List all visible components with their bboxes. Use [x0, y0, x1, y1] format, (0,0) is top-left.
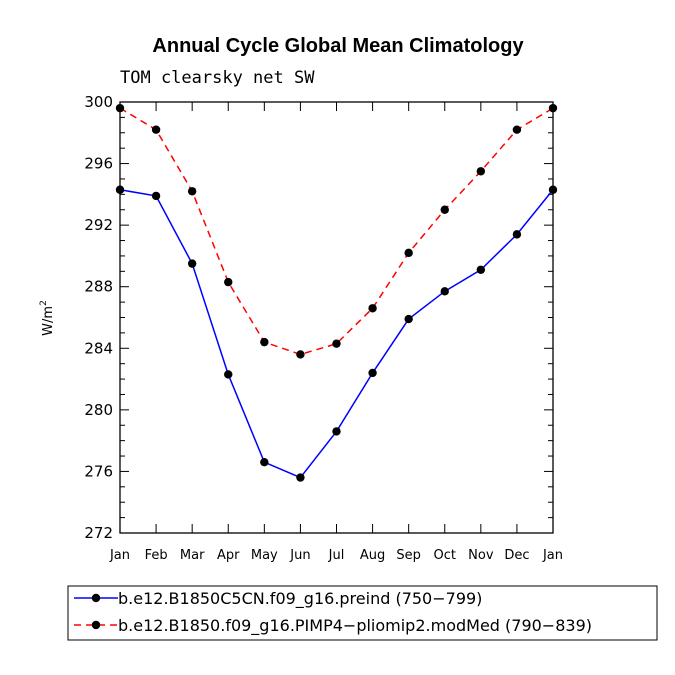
x-tick-label: Mar — [180, 548, 205, 563]
x-tick-label: Sep — [396, 548, 421, 563]
series-1-point — [296, 473, 305, 482]
legend-frame — [67, 585, 658, 641]
x-tick-label: Jul — [328, 548, 345, 563]
legend-swatch-marker-2 — [91, 620, 101, 630]
plot-frame — [119, 101, 554, 534]
series-1-point — [332, 427, 341, 436]
x-tick-label: Jun — [289, 548, 310, 563]
y-axis-label-unit: W/m — [41, 306, 56, 336]
legend-label-1: b.e12.B1850C5CN.f09_g16.preind (750−799) — [118, 589, 482, 609]
series-1-point — [260, 457, 269, 467]
chart-title: Annual Cycle Global Mean Climatology — [152, 35, 524, 57]
series-2-point — [404, 248, 413, 258]
series-1-point — [476, 265, 486, 274]
series-1-point — [404, 314, 413, 324]
x-tick-label: Apr — [217, 548, 240, 563]
x-tick-label: Dec — [504, 548, 529, 563]
y-tick-label: 272 — [84, 524, 113, 542]
series-2-point — [440, 205, 449, 214]
series-line-2 — [119, 107, 554, 356]
series-2-point — [296, 350, 305, 359]
x-tick-label: Nov — [468, 548, 494, 563]
x-tick-label: Jan — [109, 548, 130, 563]
series-2-point — [368, 304, 377, 313]
axes: 272 276 280 284 288 292 296 300 Jan Feb Mar Apr May J… — [84, 93, 563, 563]
y-axis-label-exponent: 2 — [39, 300, 49, 306]
y-axis-label: W/m2 — [39, 300, 56, 336]
series-2-point — [512, 125, 522, 134]
series-1-point — [224, 370, 233, 379]
series-1-point — [151, 191, 161, 201]
legend: b.e12.B1850C5CN.f09_g16.preind (750−799)… — [67, 585, 658, 641]
y-tick-label: 284 — [84, 339, 113, 357]
legend-label-2: b.e12.B1850.f09_g16.PIMP4−pliomip2.modMe… — [118, 616, 592, 636]
y-tick-label: 276 — [84, 462, 113, 480]
series-2-point — [260, 337, 269, 347]
series-2-point — [332, 339, 341, 348]
y-tick-label: 280 — [84, 401, 113, 419]
y-tick-label: 300 — [84, 93, 113, 111]
series-2-point — [187, 187, 197, 196]
legend-swatch-marker-1 — [91, 593, 101, 603]
series-2-point — [476, 167, 486, 176]
y-tick-label: 292 — [84, 216, 113, 234]
x-tick-label: Aug — [360, 548, 385, 563]
x-tick-label: May — [251, 548, 278, 563]
x-tick-label: Jan — [542, 548, 563, 563]
series-1-point — [512, 230, 522, 239]
y-tick-label: 288 — [84, 278, 113, 296]
y-tick-label: 296 — [84, 155, 113, 173]
series-2-point — [151, 125, 161, 134]
series-1-point — [368, 368, 377, 378]
chart-subtitle: TOM clearsky net SW — [120, 68, 315, 88]
series-layer — [115, 103, 558, 482]
x-tick-label: Feb — [145, 548, 168, 563]
x-tick-label: Oct — [434, 548, 456, 563]
series-2-point — [224, 277, 233, 287]
series-1-point — [440, 287, 449, 296]
series-1-point — [187, 259, 197, 268]
